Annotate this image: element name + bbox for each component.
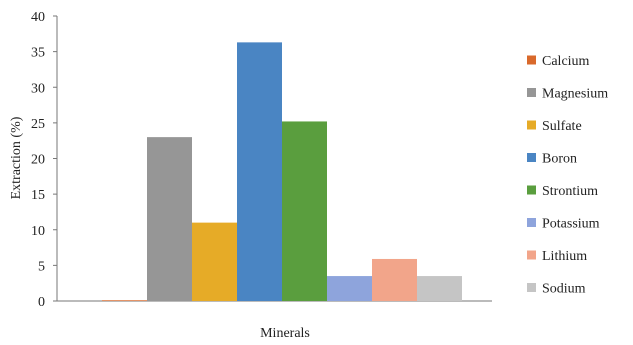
legend-label-sodium: Sodium <box>542 282 586 297</box>
legend-swatch-sulfate <box>527 120 536 130</box>
legend-label-lithium: Lithium <box>542 249 587 264</box>
legend: Calcium Magnesium Sulfate Boron Strontium Pot… <box>527 54 608 297</box>
y-axis-ticks: 0 5 10 15 20 25 30 35 40 <box>31 10 57 310</box>
x-axis-title: Minerals <box>260 326 310 341</box>
y-tick-label: 10 <box>31 224 45 239</box>
legend-label-magnesium: Magnesium <box>542 87 608 102</box>
y-tick-label: 35 <box>31 46 45 61</box>
y-tick-label: 25 <box>31 117 45 132</box>
legend-swatch-potassium <box>527 218 536 227</box>
bar-sulfate <box>192 222 237 301</box>
legend-swatch-magnesium <box>527 88 536 97</box>
y-tick-label: 40 <box>31 10 45 25</box>
bar-strontium <box>282 121 327 301</box>
legend-swatch-boron <box>527 153 536 162</box>
y-tick-label: 20 <box>31 153 45 168</box>
legend-swatch-strontium <box>527 185 536 195</box>
bar-boron <box>237 42 282 302</box>
legend-label-calcium: Calcium <box>542 54 590 69</box>
bar-lithium <box>372 258 417 301</box>
y-tick-label: 0 <box>38 295 45 310</box>
bar-sodium <box>417 276 462 301</box>
y-tick-label: 30 <box>31 81 45 96</box>
legend-swatch-lithium <box>527 250 536 260</box>
legend-label-potassium: Potassium <box>542 217 600 232</box>
y-axis-title: Extraction (%) <box>9 116 24 199</box>
legend-swatch-sodium <box>527 283 536 292</box>
legend-label-boron: Boron <box>542 152 577 167</box>
legend-swatch-calcium <box>527 55 536 65</box>
bar-calcium <box>102 300 147 301</box>
bar-potassium <box>327 276 372 301</box>
bar-magnesium <box>147 137 192 301</box>
bars <box>102 42 462 302</box>
y-tick-label: 5 <box>38 259 45 274</box>
legend-label-strontium: Strontium <box>542 184 598 199</box>
y-tick-label: 15 <box>31 188 45 203</box>
legend-label-sulfate: Sulfate <box>542 119 582 134</box>
